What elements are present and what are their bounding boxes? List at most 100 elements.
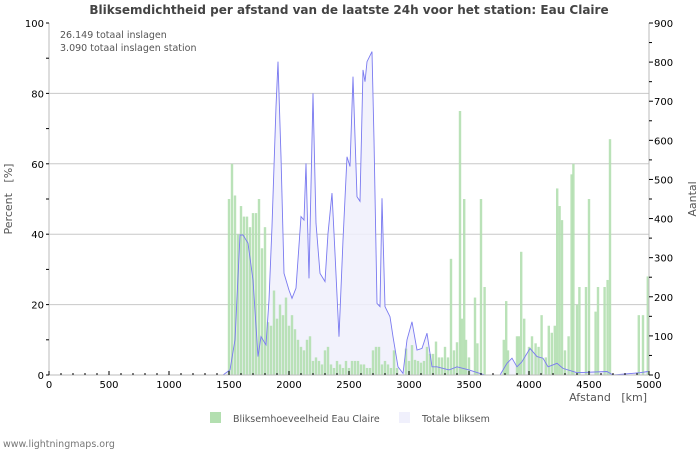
bar	[284, 297, 288, 375]
bar	[251, 213, 255, 375]
bar	[275, 318, 279, 375]
bar	[353, 360, 357, 375]
bar	[392, 350, 396, 375]
bar	[254, 213, 258, 375]
bar	[230, 163, 234, 375]
bar	[594, 311, 597, 375]
y2-tick-label: 900	[654, 19, 673, 30]
y-tick-label: 40	[31, 230, 44, 241]
bar	[344, 360, 348, 375]
bar	[578, 287, 581, 375]
bar	[464, 339, 468, 375]
x-tick-label: 4000	[516, 380, 541, 391]
total-line	[222, 51, 649, 376]
bar	[389, 367, 393, 375]
bar	[458, 111, 462, 375]
bar	[483, 287, 486, 375]
bar	[473, 297, 477, 375]
x-tick-label: 500	[99, 380, 118, 391]
bar	[368, 367, 372, 375]
bar	[242, 216, 246, 375]
x-tick-label: 4500	[576, 380, 601, 391]
y-tick-label: 80	[31, 89, 44, 100]
bar	[537, 346, 540, 375]
bar	[416, 360, 420, 375]
axis-ticks: 0204060801000100200300400500600700800900…	[25, 19, 673, 391]
bar	[281, 315, 285, 375]
y-tick-label: 20	[31, 301, 44, 312]
total-lightning-area	[223, 51, 649, 375]
bar	[547, 325, 550, 375]
bar	[443, 346, 447, 375]
bar	[455, 342, 459, 375]
bar	[338, 364, 342, 375]
bar	[380, 364, 384, 375]
bar	[365, 367, 369, 375]
bar	[269, 325, 273, 375]
bar	[302, 350, 306, 375]
bar	[371, 350, 375, 375]
bar	[425, 346, 429, 375]
bar	[419, 362, 423, 375]
bar	[299, 346, 303, 375]
bar	[308, 336, 312, 375]
x-tick-label: 0	[46, 380, 52, 391]
bar	[260, 248, 264, 375]
bar	[646, 276, 649, 375]
bar	[287, 325, 291, 375]
bar	[407, 360, 411, 375]
y-tick-label: 60	[31, 160, 44, 171]
total-area	[223, 51, 649, 375]
bar	[527, 346, 531, 375]
bar	[596, 287, 600, 375]
bar	[544, 357, 547, 375]
bar	[257, 199, 261, 375]
bar	[323, 350, 327, 375]
bar	[431, 353, 435, 375]
bar	[395, 367, 399, 375]
bar	[326, 346, 330, 375]
x-tick-label: 2000	[276, 380, 301, 391]
bar	[227, 199, 231, 375]
bar	[523, 318, 526, 375]
bar	[422, 360, 426, 375]
bar	[556, 188, 559, 375]
bar	[293, 329, 297, 375]
bar	[410, 345, 414, 375]
bar	[263, 227, 267, 375]
bar	[278, 304, 282, 375]
y2-tick-label: 400	[654, 215, 673, 226]
bar	[386, 364, 390, 375]
bar	[329, 364, 333, 375]
bar	[413, 359, 417, 375]
y2-tick-label: 700	[654, 97, 673, 108]
bar	[245, 216, 249, 375]
bar	[272, 290, 276, 375]
bar	[377, 346, 381, 375]
info-total-strikes: 26.149 totaal inslagen	[60, 30, 167, 41]
y2-axis-label: Aantal	[686, 181, 699, 216]
bar	[236, 234, 240, 375]
x-tick-label: 1000	[156, 380, 181, 391]
bar	[553, 325, 556, 375]
bar	[248, 227, 252, 375]
y-tick-label: 100	[25, 19, 44, 30]
bar	[463, 199, 466, 375]
y-tick-label: 0	[38, 371, 44, 382]
y2-tick-label: 0	[654, 371, 660, 382]
bar	[314, 357, 318, 375]
bar	[515, 336, 519, 375]
legend-swatch-station	[210, 412, 221, 423]
total-lightning-line	[222, 51, 649, 376]
chart-title: Bliksemdichtheid per afstand van de laat…	[89, 3, 608, 17]
bar	[567, 336, 570, 375]
bar	[434, 341, 438, 375]
bar	[550, 332, 553, 375]
y2-tick-label: 300	[654, 254, 673, 265]
y2-tick-label: 200	[654, 293, 673, 304]
bar	[335, 360, 339, 375]
bar	[534, 343, 537, 375]
x-tick-label: 3500	[456, 380, 481, 391]
bar	[530, 336, 534, 375]
